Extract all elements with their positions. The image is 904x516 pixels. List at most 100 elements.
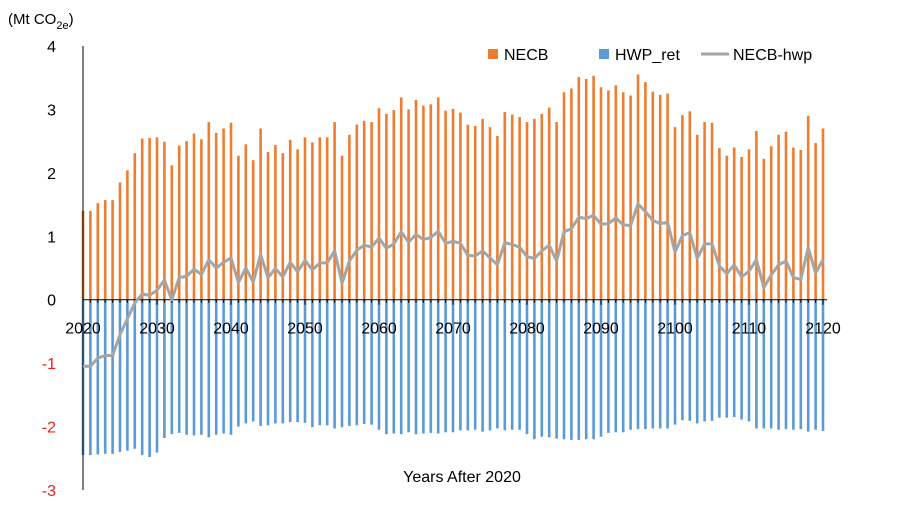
necb-bar (274, 144, 277, 300)
hwp-ret-bar (510, 299, 514, 430)
hwp-ret-bar (155, 299, 159, 453)
hwp-ret-bar (496, 299, 499, 429)
necb-bar (562, 92, 566, 300)
hwp-ret-bar (784, 299, 788, 430)
necb-bar (370, 122, 373, 300)
hwp-ret-bar (747, 299, 751, 422)
hwp-ret-bar (333, 299, 336, 429)
necb-bar (621, 92, 625, 300)
hwp-ret-bar (769, 299, 773, 429)
necb-bar (266, 151, 270, 300)
hwp-ret-bar (792, 299, 795, 430)
x-tick-label: 2060 (361, 321, 397, 338)
x-tick-label: 2090 (583, 321, 619, 338)
x-tick-label: 2050 (287, 321, 323, 338)
necb-bar (651, 91, 655, 300)
necb-bar (96, 203, 100, 300)
necb-bar (555, 122, 558, 300)
hwp-ret-bar (806, 299, 810, 432)
necb-bar (547, 107, 551, 300)
x-tick-labels: 2020 2030 2040 2050 2060 2070 2080 2090 2100 2110… (65, 321, 841, 338)
necb-bar (518, 117, 521, 300)
x-tick-label: 2120 (805, 321, 841, 338)
necb-bar (673, 127, 677, 300)
hwp-ret-bar (311, 299, 314, 428)
hwp-ret-bar (555, 299, 558, 439)
necb-bar (681, 115, 684, 300)
hwp-ret-bar (148, 299, 151, 458)
legend-swatch (488, 49, 498, 59)
necb-bar (821, 128, 825, 300)
necb-bar (607, 90, 610, 300)
hwp-ret-bar (274, 299, 277, 424)
hwp-ret-bar (414, 299, 418, 435)
legend-label: HWP_ret (615, 47, 680, 64)
necb-bar (710, 122, 714, 300)
hwp-ret-bar (163, 299, 166, 438)
y-tick-label: 1 (47, 229, 56, 246)
necb-bar (718, 148, 721, 300)
hwp-ret-bar (355, 299, 359, 426)
necb-bar (792, 147, 795, 300)
hwp-ret-bar (259, 299, 262, 426)
y-tick-label: 0 (47, 293, 56, 310)
necb-bar (429, 104, 433, 300)
necb-bar (207, 122, 211, 300)
hwp-ret-bar (814, 299, 817, 430)
hwp-ret-bar (621, 299, 625, 433)
hwp-ret-bar (192, 299, 196, 436)
hwp-ret-bar (207, 299, 211, 438)
hwp-ret-bar (488, 299, 492, 431)
x-axis-title: Years After 2020 (403, 469, 521, 486)
y-tick-label: 4 (47, 39, 56, 56)
hwp-ret-bar (422, 299, 425, 434)
hwp-ret-bars (81, 299, 825, 458)
x-tick-label: 2080 (509, 321, 545, 338)
hwp-ret-bar (111, 299, 114, 454)
necb-bar (103, 200, 107, 300)
hwp-ret-bar (429, 299, 433, 433)
hwp-ret-bar (103, 299, 107, 454)
necb-bar (281, 153, 285, 300)
necb-bar (777, 134, 780, 300)
necb-bar (459, 112, 462, 300)
hwp-ret-bar (703, 299, 706, 422)
hwp-ret-bar (607, 299, 610, 433)
necb-bar (200, 139, 203, 300)
hwp-ret-bar (799, 299, 803, 430)
necb-bar (725, 155, 729, 300)
hwp-ret-bar (762, 299, 766, 429)
necb-bar (399, 97, 403, 300)
x-tick-label: 2070 (435, 321, 471, 338)
hwp-ret-bar (547, 299, 551, 438)
hwp-ret-bar (392, 299, 396, 434)
hwp-ret-bar (725, 299, 729, 418)
necb-bar (148, 137, 151, 300)
necb-bar (318, 137, 322, 300)
hwp-ret-bar (525, 299, 529, 435)
necb-bar (658, 94, 662, 300)
necb-bar (755, 130, 758, 300)
necb-bar (762, 158, 766, 300)
necb-bar (288, 139, 292, 300)
hwp-ret-bar (251, 299, 255, 422)
hwp-ret-bar (385, 299, 388, 435)
hwp-ret-bar (89, 299, 92, 456)
y-tick-label: -1 (42, 356, 56, 373)
necb-bar (133, 153, 137, 300)
necb-bar (533, 118, 536, 300)
y-tick-labels: 4 3 2 1 0 -1 -2 -3 (42, 39, 56, 500)
hwp-ret-bar (644, 299, 647, 430)
necb-bar (177, 145, 181, 300)
hwp-ret-bar (577, 299, 581, 440)
y-axis-unit-label: (Mt CO2e) (8, 11, 74, 32)
hwp-ret-bar (444, 299, 447, 433)
necb-bar (540, 113, 544, 300)
hwp-ret-bar (592, 299, 595, 440)
hwp-ret-bar (540, 299, 544, 437)
necb-bar (584, 78, 588, 300)
necb-bar (89, 210, 92, 300)
hwp-ret-bar (503, 299, 507, 431)
necb-bar (251, 160, 255, 300)
hwp-ret-bar (118, 299, 122, 452)
